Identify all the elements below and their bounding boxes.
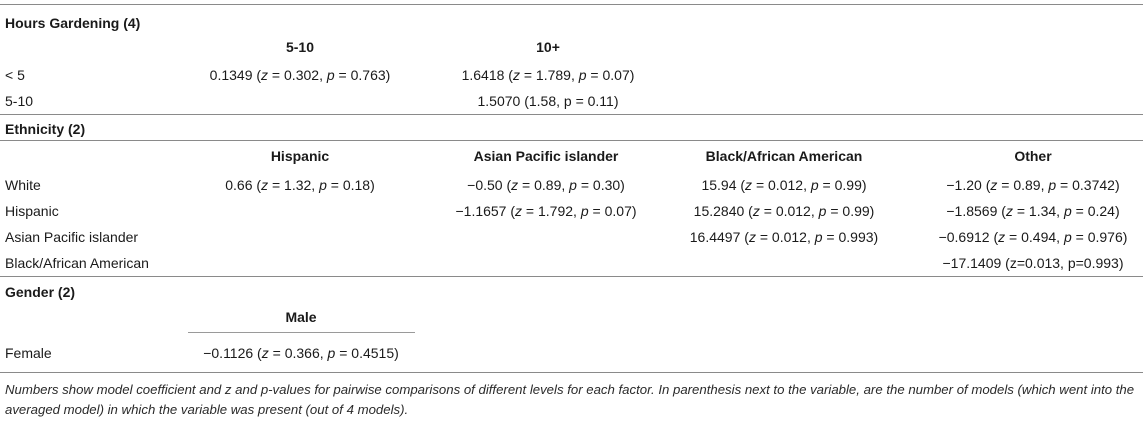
col-header-male: Male	[285, 309, 317, 325]
section-title-ethnicity: Ethnicity (2)	[5, 121, 86, 137]
male-header-underline	[188, 332, 415, 333]
section-rule-gender	[0, 276, 1143, 277]
col-header-hispanic: Hispanic	[270, 148, 330, 164]
col-header-asian-pacific: Asian Pacific islander	[473, 148, 619, 164]
col-header-black-african-american: Black/African American	[705, 148, 863, 164]
table-footnote: Numbers show model coefficient and z and…	[5, 382, 1135, 417]
footnote-rule	[0, 372, 1143, 373]
cell-less5-10plus: 1.6418 (z = 1.789, p = 0.07)	[461, 67, 635, 83]
cell-5-10-10plus: 1.5070 (1.58, p = 0.11)	[477, 93, 619, 109]
ethnicity-header-rule	[0, 140, 1143, 141]
col-header-5-10: 5-10	[285, 39, 315, 55]
col-header-other: Other	[1014, 148, 1052, 164]
cell-white-hispanic: 0.66 (z = 1.32, p = 0.18)	[225, 177, 375, 193]
cell-hispanic-asian-pacific: −1.1657 (z = 1.792, p = 0.07)	[455, 203, 637, 219]
row-label-less-5: < 5	[5, 67, 25, 83]
section-title-hours-gardening: Hours Gardening (4)	[5, 15, 141, 31]
section-rule-ethnicity	[0, 114, 1143, 115]
row-label-female: Female	[5, 345, 52, 361]
row-label-asian-pacific: Asian Pacific islander	[5, 229, 139, 245]
row-label-black-african-american: Black/African American	[5, 255, 149, 271]
cell-hispanic-other: −1.8569 (z = 1.34, p = 0.24)	[946, 203, 1120, 219]
cell-white-black-african-american: 15.94 (z = 0.012, p = 0.99)	[701, 177, 867, 193]
cell-hispanic-black-african-american: 15.2840 (z = 0.012, p = 0.99)	[693, 203, 875, 219]
row-label-white: White	[5, 177, 41, 193]
cell-asian-pacific-other: −0.6912 (z = 0.494, p = 0.976)	[938, 229, 1128, 245]
table-top-rule	[0, 4, 1143, 5]
col-header-10plus: 10+	[536, 39, 560, 55]
row-label-hispanic: Hispanic	[5, 203, 59, 219]
cell-less5-5-10: 0.1349 (z = 0.302, p = 0.763)	[209, 67, 391, 83]
cell-white-asian-pacific: −0.50 (z = 0.89, p = 0.30)	[467, 177, 625, 193]
cell-white-other: −1.20 (z = 0.89, p = 0.3742)	[946, 177, 1120, 193]
cell-asian-pacific-black-african-american: 16.4497 (z = 0.012, p = 0.993)	[689, 229, 879, 245]
cell-female-male: −0.1126 (z = 0.366, p = 0.4515)	[203, 345, 399, 361]
cell-black-african-american-other: −17.1409 (z=0.013, p=0.993)	[942, 255, 1124, 271]
section-title-gender: Gender (2)	[5, 284, 76, 300]
row-label-5-10: 5-10	[5, 93, 34, 109]
